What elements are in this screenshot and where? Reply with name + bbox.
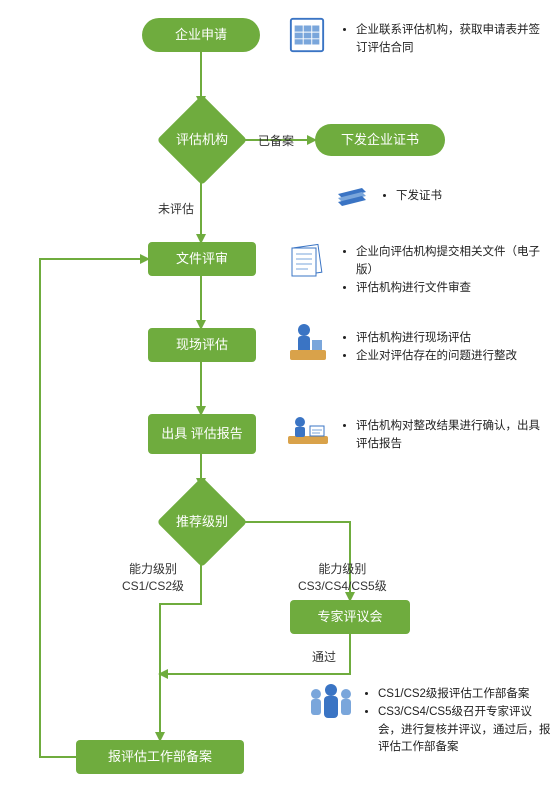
node-org-label: 评估机构 bbox=[176, 132, 228, 148]
edge-label-level-hi: 能力级别 CS3/CS4/CS5级 bbox=[298, 560, 387, 594]
bullet-item: 评估机构进行文件审查 bbox=[356, 280, 540, 298]
bullets-final: CS1/CS2级报评估工作部备案CS3/CS4/CS5级召开专家评议会，进行复核… bbox=[362, 686, 552, 757]
bullet-item: 评估机构对整改结果进行确认，出具评估报告 bbox=[356, 418, 540, 454]
bullets-cert: 下发证书 bbox=[380, 188, 540, 206]
node-expert: 专家评议会 bbox=[290, 600, 410, 634]
worker-icon bbox=[286, 320, 330, 366]
bullets-report: 评估机构对整改结果进行确认，出具评估报告 bbox=[340, 418, 540, 454]
node-siteeval: 现场评估 bbox=[148, 328, 256, 362]
bullet-item: CS3/CS4/CS5级召开专家评议会，进行复核并评议，通过后，报评估工作部备案 bbox=[378, 704, 552, 757]
edge-label-uneval: 未评估 bbox=[158, 200, 194, 217]
node-expert-label: 专家评议会 bbox=[317, 609, 382, 625]
people-group-icon bbox=[306, 680, 356, 724]
node-apply-label: 企业申请 bbox=[175, 27, 227, 43]
spreadsheet-icon bbox=[288, 16, 326, 54]
bullets-apply: 企业联系评估机构，获取申请表并签订评估合同 bbox=[340, 22, 540, 58]
papers-icon bbox=[286, 240, 328, 280]
node-filecase: 报评估工作部备案 bbox=[76, 740, 244, 774]
bullet-item: CS1/CS2级报评估工作部备案 bbox=[378, 686, 552, 704]
node-cert-label: 下发企业证书 bbox=[341, 132, 419, 148]
node-docrev-label: 文件评审 bbox=[176, 251, 228, 267]
bullets-siteeval: 评估机构进行现场评估企业对评估存在的问题进行整改 bbox=[340, 330, 540, 366]
node-recommend: 推荐级别 bbox=[170, 490, 234, 554]
bullets-docrev: 企业向评估机构提交相关文件（电子版）评估机构进行文件审查 bbox=[340, 244, 540, 297]
node-siteeval-label: 现场评估 bbox=[176, 337, 228, 353]
bullet-item: 评估机构进行现场评估 bbox=[356, 330, 540, 348]
node-recommend-label: 推荐级别 bbox=[176, 514, 228, 530]
node-filecase-label: 报评估工作部备案 bbox=[108, 749, 212, 765]
edge-label-level-lo: 能力级别 CS1/CS2级 bbox=[122, 560, 184, 594]
node-apply: 企业申请 bbox=[142, 18, 260, 52]
node-report-label: 出具 评估报告 bbox=[161, 426, 243, 442]
node-docrev: 文件评审 bbox=[148, 242, 256, 276]
book-stack-icon bbox=[332, 170, 372, 210]
bullet-item: 下发证书 bbox=[396, 188, 540, 206]
bullet-item: 企业对评估存在的问题进行整改 bbox=[356, 348, 540, 366]
bullet-item: 企业联系评估机构，获取申请表并签订评估合同 bbox=[356, 22, 540, 58]
bullet-item: 企业向评估机构提交相关文件（电子版） bbox=[356, 244, 540, 280]
node-org: 评估机构 bbox=[170, 108, 234, 172]
desk-icon bbox=[286, 412, 330, 452]
connector-lines bbox=[0, 0, 560, 790]
edge-label-filed: 已备案 bbox=[258, 132, 294, 149]
node-report: 出具 评估报告 bbox=[148, 414, 256, 454]
node-cert: 下发企业证书 bbox=[315, 124, 445, 156]
flowchart-canvas: 企业申请 评估机构 下发企业证书 文件评审 现场评估 出具 评估报告 推荐级别 … bbox=[0, 0, 560, 790]
edge-label-pass: 通过 bbox=[312, 648, 336, 665]
